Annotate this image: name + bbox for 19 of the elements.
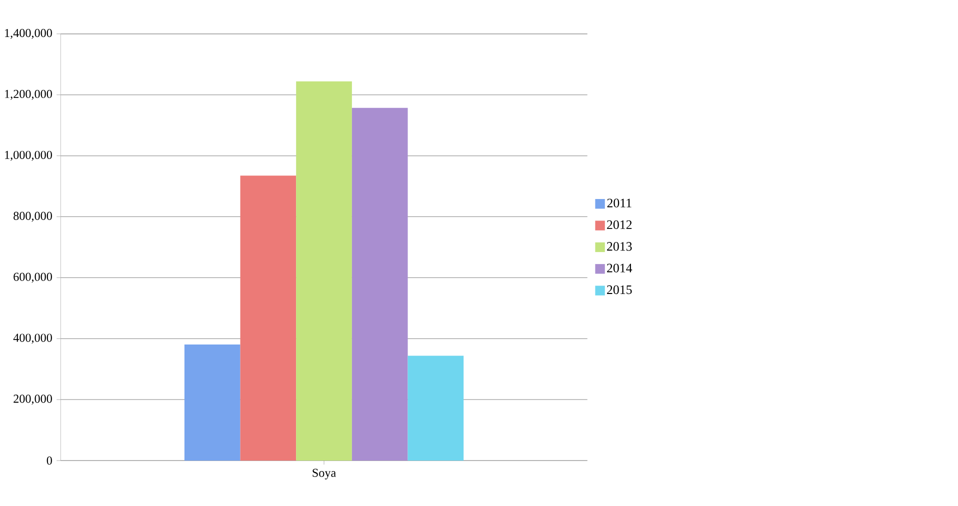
legend-label: 2014: [607, 264, 632, 273]
y-tick-label: 200,000: [14, 394, 52, 405]
x-tick-label: Soya: [312, 468, 336, 480]
bar: [408, 356, 464, 461]
bar: [296, 82, 352, 461]
legend-label: 2015: [607, 286, 632, 294]
y-tick-label: 600,000: [14, 272, 52, 283]
legend-label: 2012: [607, 220, 632, 230]
y-tick-label: 1,200,000: [5, 90, 52, 100]
legend-label: 2011: [607, 198, 632, 208]
bar: [240, 176, 296, 461]
legend-label: 2013: [607, 242, 632, 251]
y-tick-label: 800,000: [14, 212, 52, 222]
bar: [352, 108, 408, 461]
bar: [184, 344, 240, 461]
y-tick-label: 0: [46, 456, 52, 465]
y-tick-label: 1,400,000: [5, 29, 52, 39]
y-tick-label: 1,000,000: [5, 150, 52, 161]
y-tick-label: 400,000: [13, 334, 52, 344]
